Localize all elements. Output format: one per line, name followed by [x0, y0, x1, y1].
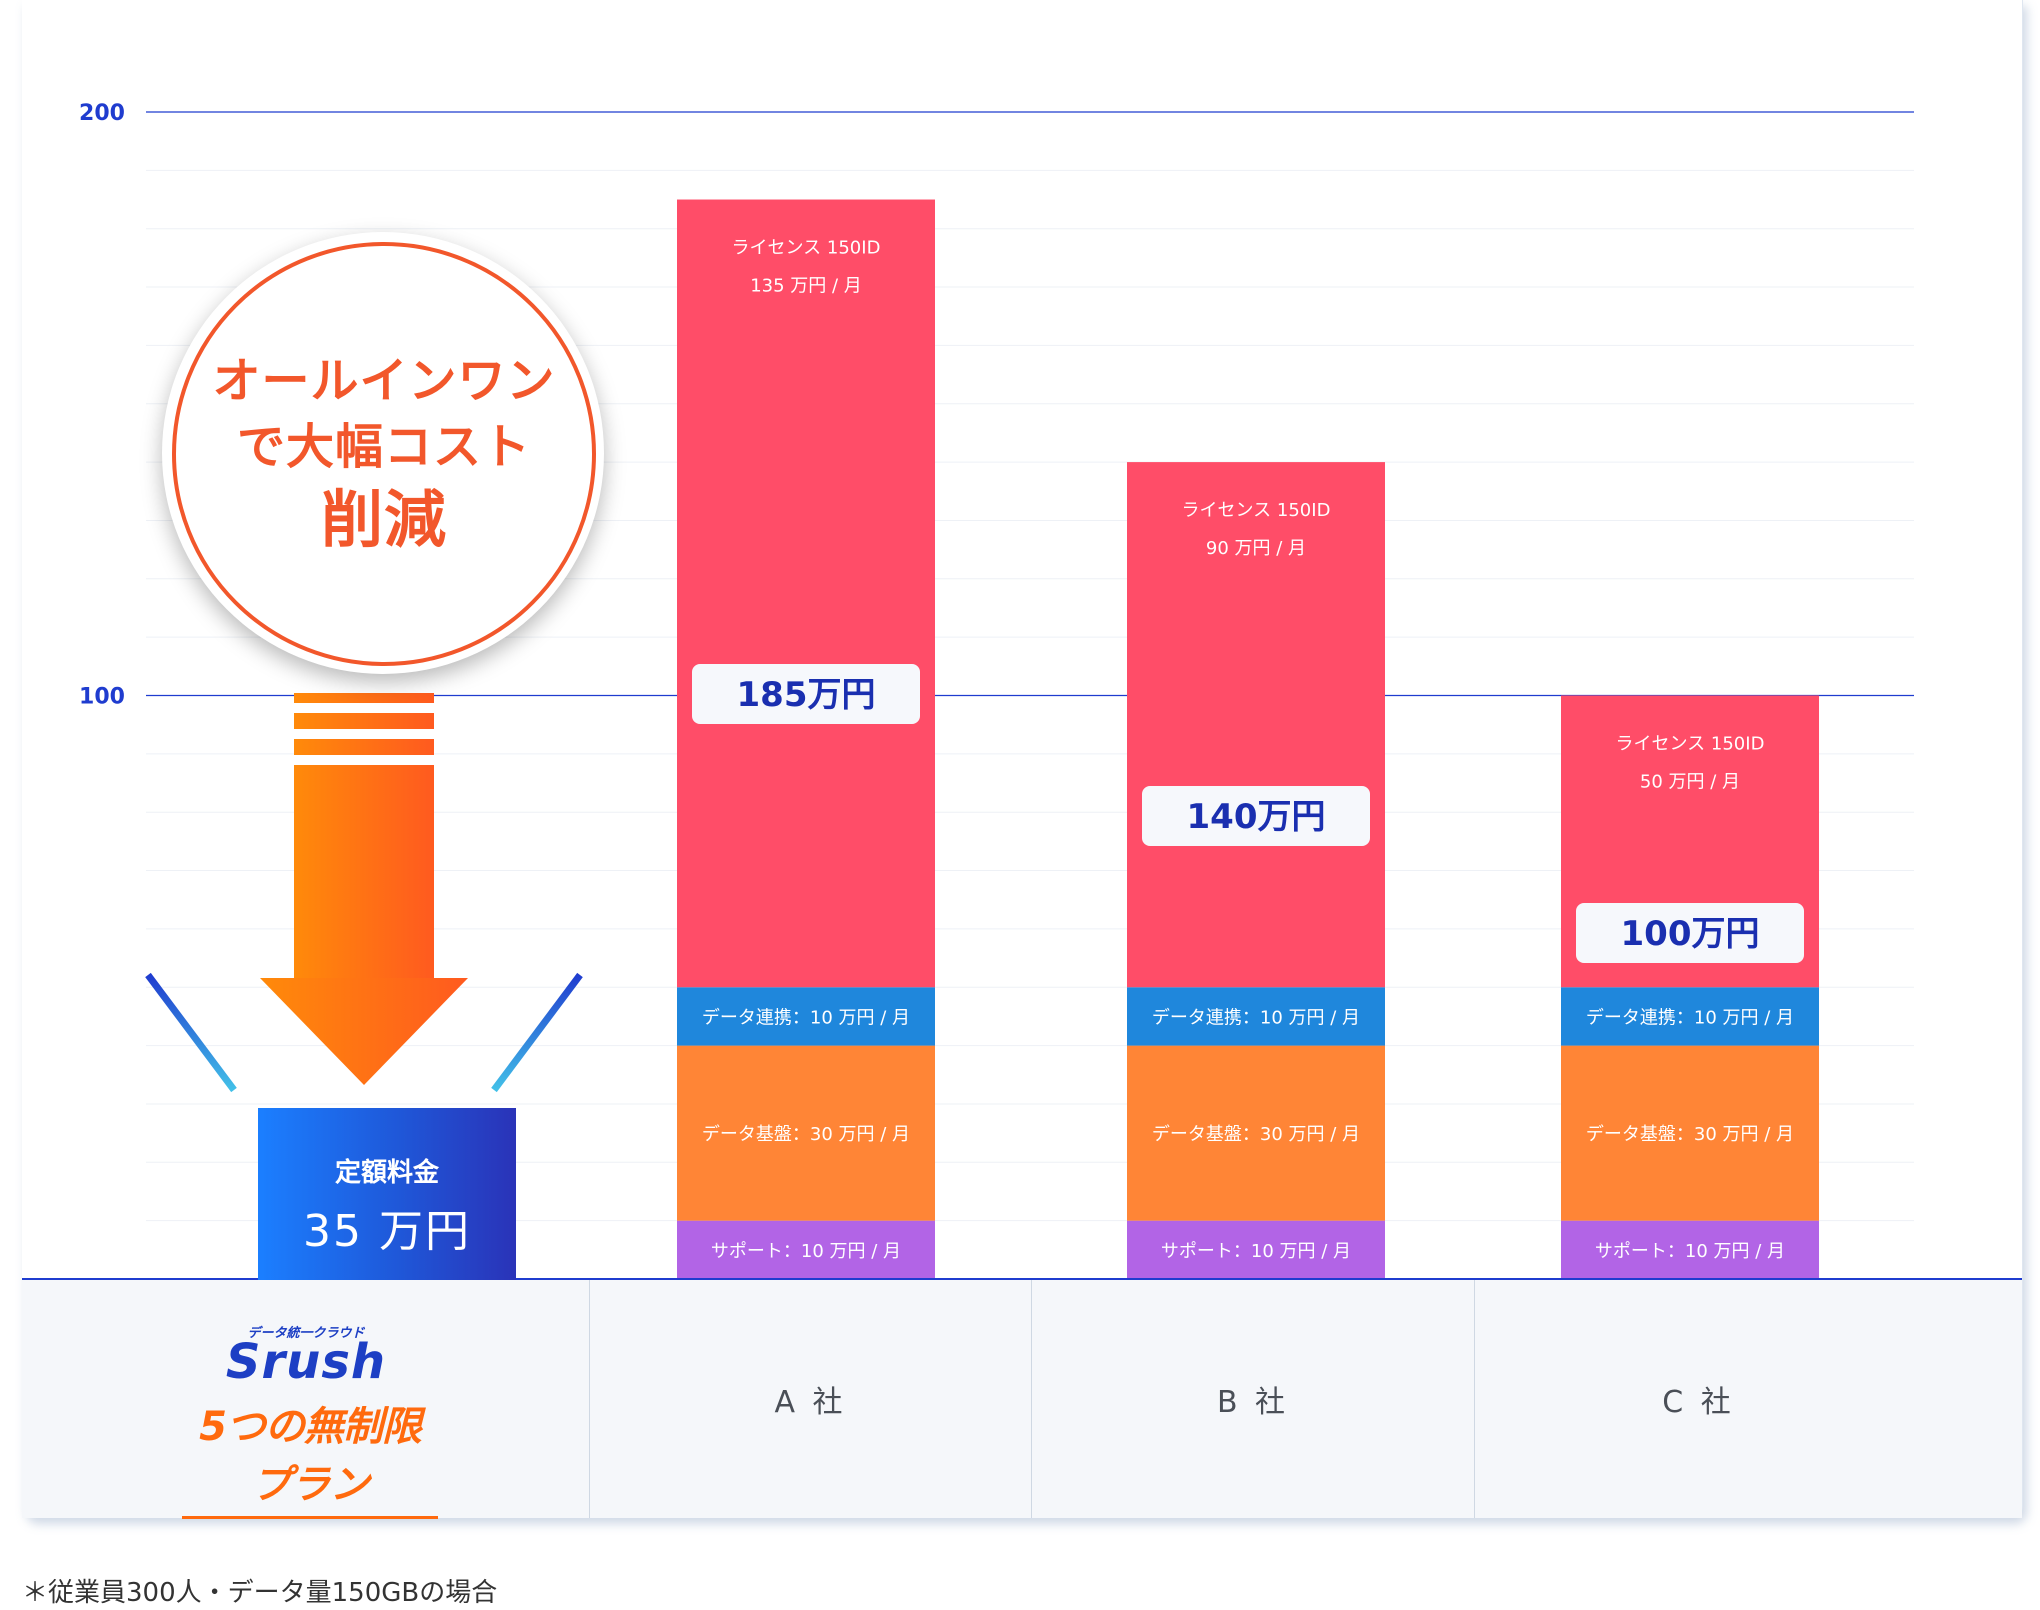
segment-label: データ連携：10 万円 / 月 [1152, 1007, 1360, 1028]
total-label: 185万円 [737, 675, 876, 715]
total-label: 140万円 [1187, 797, 1326, 837]
srush-price-label: 定額料金 [334, 1158, 439, 1188]
srush-price-value: 35 万円 [303, 1206, 471, 1257]
logo-subtitle: データ統一クラウド [247, 1326, 365, 1341]
footnote: ＊従業員300人・データ量150GBの場合 [22, 1578, 498, 1608]
segment-label: データ連携：10 万円 / 月 [1586, 1007, 1794, 1028]
company-label-c: C 社 [1662, 1385, 1735, 1420]
license-label-1: ライセンス 150ID [732, 238, 881, 259]
total-label: 100万円 [1621, 914, 1760, 954]
badge-line-3: 削減 [320, 483, 447, 556]
bar-segment [1127, 1045, 1385, 1221]
badge-line-2: で大幅コスト [236, 419, 531, 475]
bar-segment [1127, 1220, 1385, 1279]
company-cell-c: C 社 [1475, 1280, 2022, 1518]
license-label-2: 90 万円 / 月 [1206, 538, 1306, 559]
bar-segment [1561, 987, 1819, 1046]
y-tick-label: 100 [79, 685, 125, 710]
segment-label: データ基盤：30 万円 / 月 [702, 1124, 910, 1145]
chart-card: 100 200 サポート：10 万円 / 月データ基盤：30 万円 / 月データ連… [22, 0, 2023, 1519]
company-cell-b: B 社 [1032, 1280, 1475, 1518]
bar-segment [677, 1220, 935, 1279]
segment-label: データ連携：10 万円 / 月 [702, 1007, 910, 1028]
bar-segment [677, 1045, 935, 1221]
srush-fixed-price-bar: 定額料金 35 万円 [258, 1108, 516, 1280]
down-arrow-icon [260, 693, 468, 1085]
bar-segment [1561, 1045, 1819, 1221]
bar-segment [1127, 462, 1385, 988]
srush-logo-cell [22, 1280, 590, 1518]
logo-name: Srush [225, 1334, 387, 1390]
license-label-1: ライセンス 150ID [1616, 734, 1765, 755]
segment-label: サポート：10 万円 / 月 [1161, 1241, 1351, 1262]
total-pill [1576, 903, 1804, 963]
company-label-b: B 社 [1216, 1385, 1290, 1420]
segment-label: データ基盤：30 万円 / 月 [1152, 1124, 1360, 1145]
total-pill [692, 664, 920, 724]
license-label-2: 50 万円 / 月 [1640, 772, 1740, 793]
total-pill [1142, 786, 1370, 846]
savings-badge: オールインワン で大幅コスト 削減 [162, 232, 604, 674]
logo-plan: 5つの無制限プラン [182, 1394, 438, 1519]
segment-label: サポート：10 万円 / 月 [1595, 1241, 1785, 1262]
y-tick-label: 200 [79, 101, 125, 126]
segment-label: サポート：10 万円 / 月 [711, 1241, 901, 1262]
spotlight-beams [145, 972, 583, 1093]
badge-line-1: オールインワン [212, 353, 556, 409]
bar-segment [1127, 987, 1385, 1046]
bar-segment [677, 987, 935, 1046]
segment-label: データ基盤：30 万円 / 月 [1586, 1124, 1794, 1145]
bar-segment [1561, 1220, 1819, 1279]
srush-logo: データ統一クラウド Srush 5つの無制限プラン [22, 1280, 590, 1519]
bar-segment [677, 199, 935, 988]
license-label-1: ライセンス 150ID [1182, 500, 1331, 521]
company-label-a: A 社 [774, 1385, 847, 1420]
license-label-2: 135 万円 / 月 [750, 276, 862, 297]
company-cell-a: A 社 [590, 1280, 1032, 1518]
